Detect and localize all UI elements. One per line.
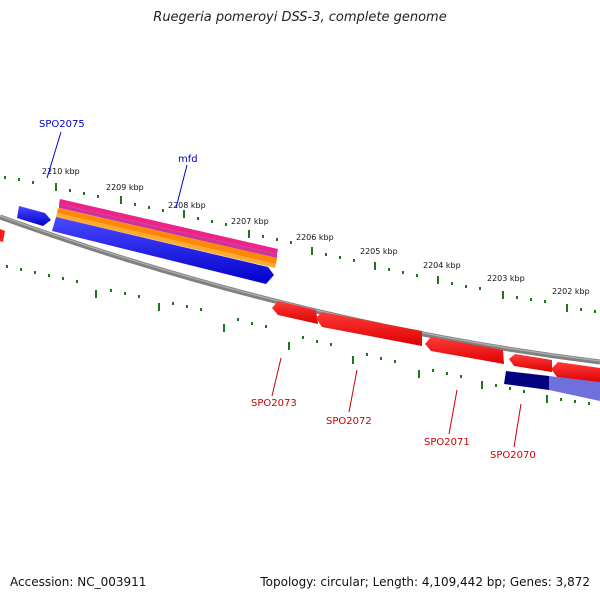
ruler-label-2208: 2208 kbp <box>168 201 206 210</box>
reverse-features <box>272 301 600 401</box>
gene-arrow-spo2072[interactable] <box>316 312 422 346</box>
gene-arrow-spo2070-red[interactable] <box>509 354 552 372</box>
gene-fragment-left[interactable] <box>0 229 5 242</box>
ruler-label-2202: 2202 kbp <box>552 287 590 296</box>
gene-arrow-spo2075[interactable] <box>17 206 51 226</box>
ruler-label-2207: 2207 kbp <box>231 217 269 226</box>
ruler-label-2210: 2210 kbp <box>42 167 80 176</box>
ruler-labels: 2210 kbp 2209 kbp 2208 kbp 2207 kbp 2206… <box>42 167 590 296</box>
ruler-label-2204: 2204 kbp <box>423 261 461 270</box>
label-spo2071[interactable]: SPO2071 <box>424 437 470 448</box>
feature-navy[interactable] <box>504 371 549 390</box>
label-spo2070[interactable]: SPO2070 <box>490 450 536 461</box>
ruler-label-2209: 2209 kbp <box>106 183 144 192</box>
ruler-label-2203: 2203 kbp <box>487 274 525 283</box>
ruler-ticks-lower <box>6 265 590 405</box>
ruler-ticks-upper <box>4 176 596 313</box>
ruler-label-2206: 2206 kbp <box>296 233 334 242</box>
feature-band-orange[interactable] <box>57 208 277 264</box>
label-spo2073[interactable]: SPO2073 <box>251 398 297 409</box>
label-leaders <box>46 131 522 448</box>
gene-arrow-spo2071[interactable] <box>425 337 504 364</box>
ruler-label-2205: 2205 kbp <box>360 247 398 256</box>
feature-band-orange-light[interactable] <box>56 213 276 268</box>
forward-features <box>0 199 278 284</box>
label-spo2072[interactable]: SPO2072 <box>326 416 372 427</box>
feature-band-pink[interactable] <box>59 199 278 254</box>
map-title: Ruegeria pomeroyi DSS-3, complete genome <box>153 10 447 25</box>
feature-band-magenta[interactable] <box>59 204 277 258</box>
gene-arrow-spo2073[interactable] <box>272 301 318 324</box>
label-mfd[interactable]: mfd <box>178 154 198 165</box>
feature-lavender[interactable] <box>549 376 600 401</box>
gene-arrow-mfd[interactable] <box>52 217 274 284</box>
label-spo2075[interactable]: SPO2075 <box>39 119 85 130</box>
feature-labels: SPO2075 mfd SPO2073 SPO2072 SPO2071 SPO2… <box>39 119 536 461</box>
accession-text: Accession: NC_003911 <box>10 575 147 589</box>
genome-summary-text: Topology: circular; Length: 4,109,442 bp… <box>260 575 590 589</box>
